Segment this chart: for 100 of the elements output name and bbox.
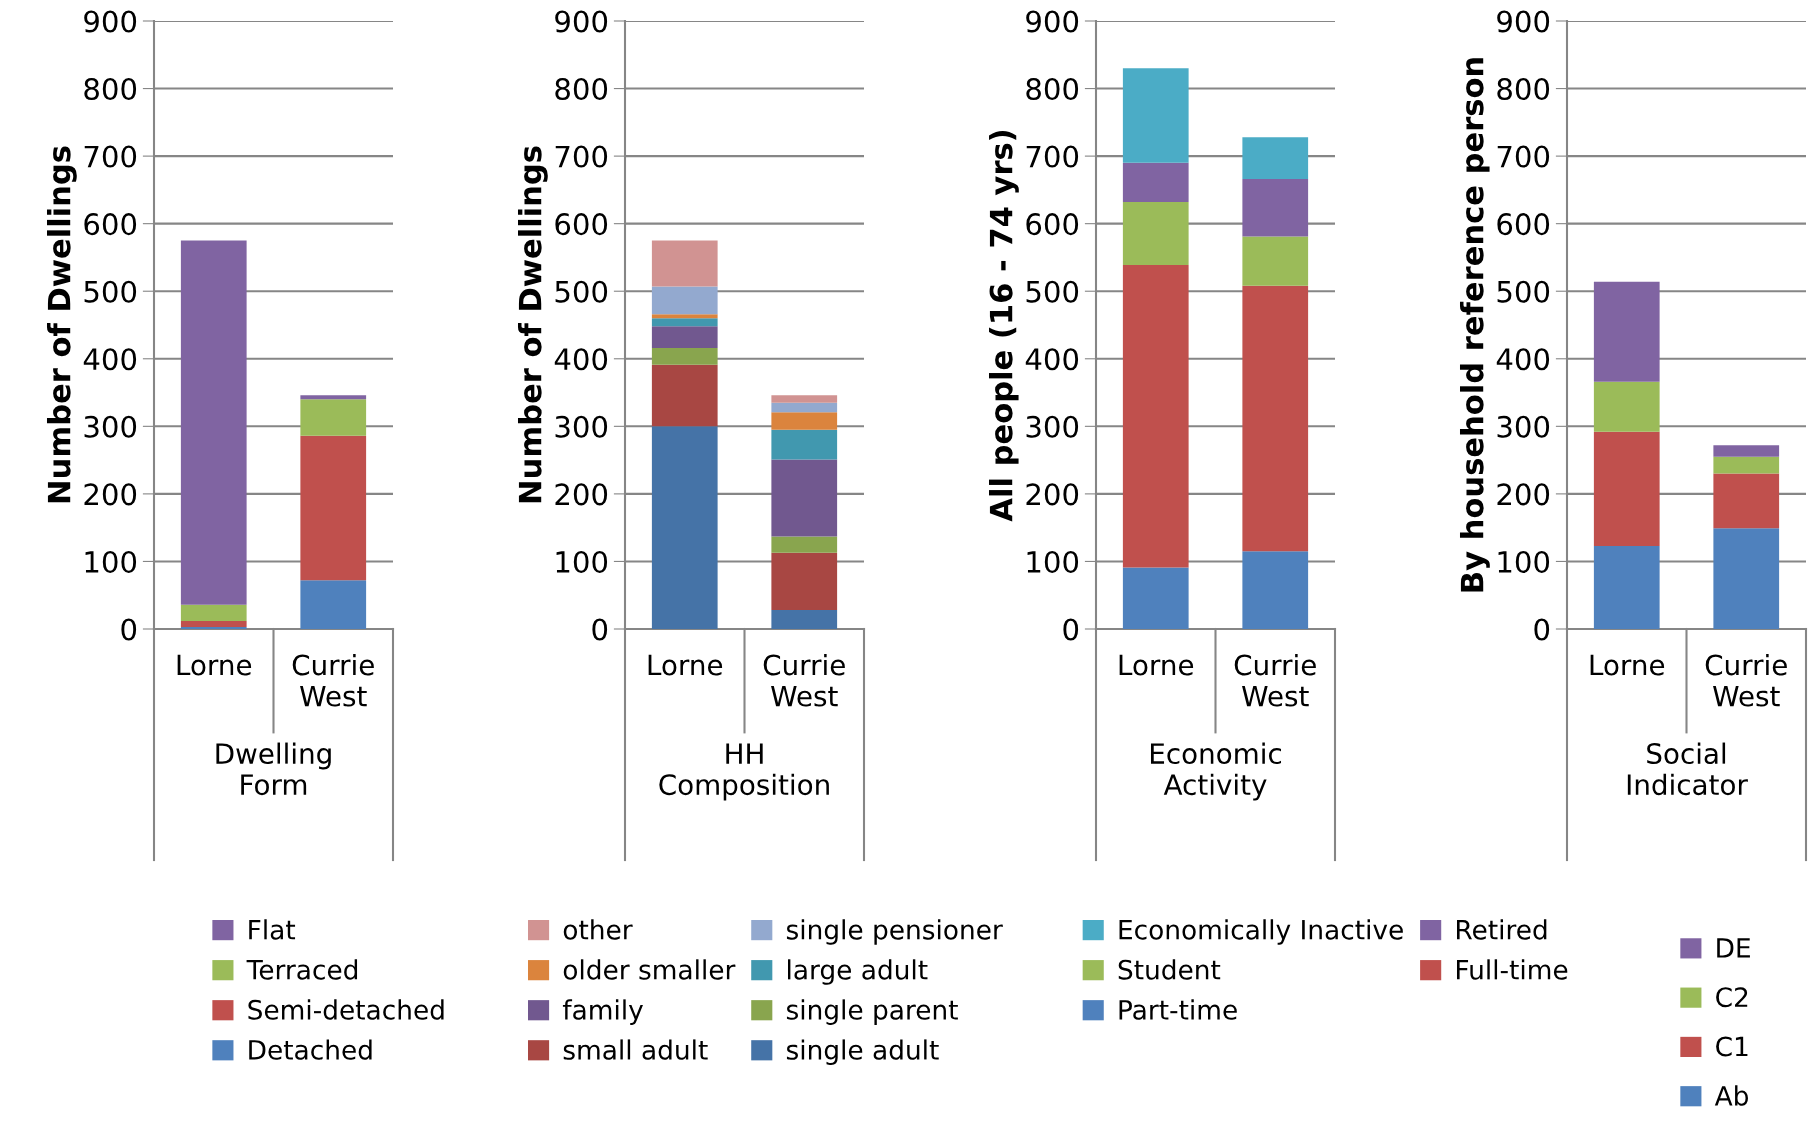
bar	[1593, 281, 1660, 382]
y-tick-label: 400	[83, 348, 137, 371]
y-tick-label: 0	[1063, 618, 1079, 641]
legend-label: large adult	[788, 959, 928, 985]
x-tick-label: Lorne	[1119, 654, 1194, 676]
y-tick-label: 400	[554, 348, 608, 371]
y-axis-title: All people (16 - 74 yrs)	[988, 130, 1019, 522]
bar	[771, 395, 838, 403]
x-tick-label: Currie West	[763, 654, 845, 707]
bar	[771, 536, 838, 553]
legend-label: C2	[1716, 987, 1748, 1008]
bar	[651, 240, 718, 287]
legend-label: Ab	[1714, 1085, 1748, 1106]
y-tick-label: 800	[1026, 77, 1079, 101]
x-tick-label: Currie West	[1234, 654, 1316, 707]
legend-label: Student	[1118, 959, 1221, 980]
y-tick-label: 800	[1497, 77, 1550, 101]
y-tick-label: 600	[84, 213, 137, 236]
legend-label: Economically Inactive	[1119, 919, 1403, 945]
y-axis-title: Number of Dwellings	[517, 146, 548, 503]
bar	[771, 429, 838, 460]
bar	[1122, 567, 1189, 629]
bar	[1122, 202, 1189, 265]
legend-label: C1	[1716, 1036, 1748, 1057]
x-tick-label: Lorne	[648, 654, 723, 676]
y-tick-label: 900	[1497, 10, 1550, 33]
bar	[1713, 456, 1780, 474]
y-tick-label: 200	[84, 483, 137, 506]
x-tick-label: Currie West	[1705, 654, 1787, 707]
legend-label: older smaller	[563, 959, 736, 980]
x-tick-label: Lorne	[1590, 654, 1665, 676]
legend-label: other	[563, 919, 633, 940]
y-tick-label: 400	[1496, 348, 1550, 371]
bar	[1713, 528, 1780, 629]
bar	[771, 552, 838, 611]
bar	[180, 626, 247, 629]
x-axis-title: Social Indicator	[1627, 742, 1748, 796]
y-tick-label: 0	[592, 618, 608, 641]
y-tick-label: 600	[555, 213, 608, 236]
y-tick-label: 200	[1497, 483, 1550, 506]
legend-label: family	[562, 999, 643, 1025]
legend-label: Semi-detached	[248, 999, 444, 1020]
legend-label: DE	[1717, 938, 1750, 958]
legend-label: Part-time	[1119, 999, 1237, 1020]
x-axis-title: HH Composition	[659, 743, 829, 801]
y-tick-label: 500	[1497, 280, 1550, 303]
bar	[1242, 285, 1309, 552]
legend-label: Full-time	[1457, 959, 1568, 980]
y-axis-title: Number of Dwellings	[46, 146, 77, 503]
bar	[651, 364, 718, 427]
bar	[651, 347, 718, 365]
bar	[1242, 551, 1309, 629]
y-tick-label: 100	[1027, 550, 1079, 573]
bar	[1122, 162, 1189, 203]
legend-label: single pensioner	[786, 919, 1003, 945]
x-tick-label: Currie West	[292, 654, 374, 707]
bar	[300, 580, 367, 629]
y-tick-label: 900	[1026, 10, 1079, 33]
bar	[1713, 473, 1780, 529]
y-tick-label: 400	[1025, 348, 1079, 371]
legend-label: small adult	[563, 1039, 708, 1060]
bar	[300, 395, 367, 400]
y-tick-label: 500	[1026, 280, 1079, 303]
y-tick-label: 700	[1026, 145, 1079, 168]
y-tick-label: 300	[1026, 415, 1079, 438]
y-tick-label: 0	[121, 618, 137, 641]
y-tick-label: 100	[1498, 550, 1550, 573]
y-tick-label: 700	[84, 145, 137, 168]
y-tick-label: 100	[556, 550, 608, 573]
y-tick-label: 300	[555, 415, 608, 438]
bar	[1242, 179, 1309, 237]
bar	[771, 459, 838, 537]
y-tick-label: 200	[555, 483, 608, 506]
bar	[180, 604, 247, 621]
bar	[1242, 236, 1309, 286]
bar	[300, 399, 367, 436]
bar	[651, 426, 718, 629]
legend-label: single parent	[786, 999, 958, 1025]
bar	[771, 412, 838, 430]
x-axis-title: Dwelling Form	[216, 742, 331, 796]
bar	[651, 326, 718, 348]
bar	[300, 435, 367, 581]
bar	[771, 402, 838, 413]
bar	[180, 620, 247, 627]
x-tick-label: Lorne	[177, 654, 252, 676]
y-tick-label: 900	[84, 10, 137, 33]
y-tick-label: 800	[555, 77, 608, 101]
bar	[1242, 137, 1309, 180]
y-axis-title: By household reference person	[1459, 58, 1490, 592]
legend-label: Retired	[1457, 919, 1547, 940]
y-tick-label: 600	[1497, 213, 1550, 236]
y-tick-label: 800	[84, 77, 137, 101]
bar	[1122, 68, 1189, 163]
y-tick-label: 500	[555, 280, 608, 303]
y-tick-label: 0	[1534, 618, 1550, 641]
legend-label: Detached	[249, 1039, 372, 1060]
y-tick-label: 700	[555, 145, 608, 168]
legend-label: Terraced	[246, 959, 358, 980]
bar	[771, 610, 838, 629]
y-tick-label: 100	[85, 550, 137, 573]
